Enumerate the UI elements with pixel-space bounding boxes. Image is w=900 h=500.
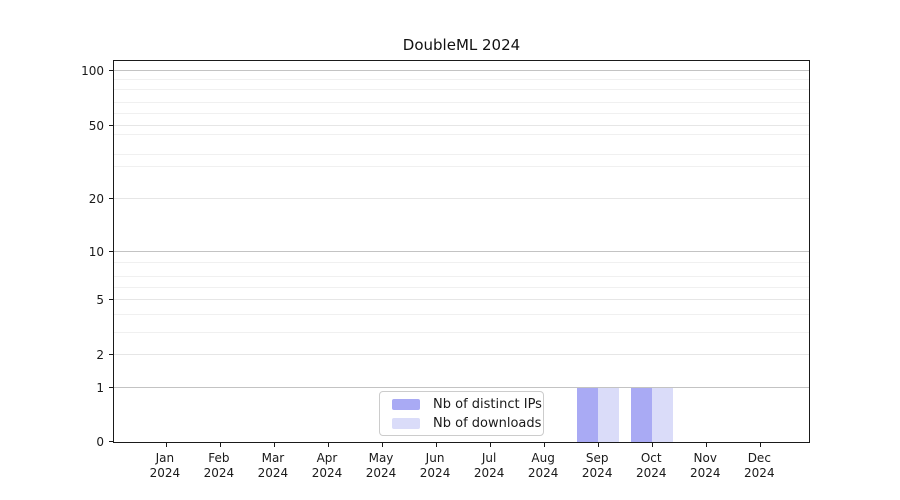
legend-label-distinct-ips: Nb of distinct IPs <box>433 396 542 412</box>
x-tick-feb <box>219 443 221 447</box>
x-tick-label-oct: Oct 2024 <box>636 451 667 481</box>
gridline-minor <box>114 154 809 156</box>
x-tick-label-jan: Jan 2024 <box>150 451 181 481</box>
bar-downloads-sep <box>598 388 620 442</box>
x-tick-dec <box>760 443 762 447</box>
y-tick-label: 100 <box>81 63 104 78</box>
legend-swatch-distinct-ips-icon <box>392 398 420 410</box>
x-tick-label-nov: Nov 2024 <box>690 451 721 481</box>
y-tick-label: 2 <box>96 348 104 363</box>
x-label-month: Dec <box>747 451 771 465</box>
gridline-minor <box>114 166 809 168</box>
x-label-month: Feb <box>208 451 230 465</box>
gridline-minor <box>114 89 809 91</box>
y-tick-label: 10 <box>88 244 104 259</box>
y-tick-10 <box>109 250 113 252</box>
x-label-month: Nov <box>693 451 717 465</box>
gridline-minor <box>114 112 809 114</box>
x-label-month: Apr <box>316 451 338 465</box>
x-tick-aug <box>544 443 546 447</box>
x-label-year: 2024 <box>635 466 667 480</box>
x-label-month: Jul <box>481 451 497 465</box>
y-tick-label: 20 <box>88 191 104 206</box>
legend: Nb of distinct IPs Nb of downloads <box>379 391 544 436</box>
legend-row-downloads: Nb of downloads <box>392 416 541 431</box>
x-tick-sep <box>598 443 600 447</box>
gridline-y-2 <box>114 354 809 356</box>
gridline-minor <box>114 331 809 333</box>
gridline-y-1 <box>114 387 809 389</box>
x-label-year: 2024 <box>744 466 775 480</box>
x-label-month: Oct <box>640 451 662 465</box>
x-tick-label-apr: Apr 2024 <box>312 451 343 481</box>
x-tick-oct <box>652 443 654 447</box>
gridline-minor <box>114 79 809 81</box>
x-tick-label-sep: Sep 2024 <box>582 451 613 481</box>
y-axis-labels: 0 1 2 5 10 20 50 100 <box>0 60 104 448</box>
gridline-minor <box>114 101 809 103</box>
x-label-year: 2024 <box>419 466 451 480</box>
x-label-month: Aug <box>531 451 555 465</box>
x-label-year: 2024 <box>527 466 559 480</box>
x-label-year: 2024 <box>581 466 613 480</box>
x-tick-label-aug: Aug 2024 <box>528 451 559 481</box>
x-label-year: 2024 <box>311 466 343 480</box>
legend-label-downloads: Nb of downloads <box>433 415 542 431</box>
gridline-y-50 <box>114 124 809 126</box>
x-label-month: Sep <box>585 451 609 465</box>
legend-swatch-downloads-icon <box>392 417 420 429</box>
gridline-y-100 <box>114 69 809 71</box>
x-tick-nov <box>706 443 708 447</box>
x-label-month: Jun <box>425 451 445 465</box>
legend-row-distinct-ips: Nb of distinct IPs <box>392 397 542 412</box>
y-tick-50 <box>109 124 113 126</box>
y-tick-label: 0 <box>96 435 104 449</box>
x-label-year: 2024 <box>203 466 235 480</box>
y-tick-label: 5 <box>96 292 104 307</box>
x-tick-mar <box>273 443 275 447</box>
gridline-y-10 <box>114 250 809 252</box>
x-tick-jan <box>165 443 167 447</box>
y-tick-20 <box>109 197 113 199</box>
plot-area: Nb of distinct IPs Nb of downloads <box>109 60 810 447</box>
x-tick-apr <box>327 443 329 447</box>
y-tick-100 <box>109 69 113 71</box>
x-tick-label-mar: Mar 2024 <box>258 451 289 481</box>
x-tick-label-may: May 2024 <box>366 451 397 481</box>
x-label-year: 2024 <box>257 466 289 480</box>
x-label-year: 2024 <box>149 466 181 480</box>
gridline-y-20 <box>114 197 809 199</box>
bar-distinct-ips-oct <box>631 388 653 442</box>
x-axis-labels: Jan 2024 Feb 2024 Mar 2024 Apr 2024 May 2024 Jun 20… <box>113 451 810 491</box>
x-tick-jun <box>436 443 438 447</box>
bar-distinct-ips-sep <box>577 388 599 442</box>
x-label-year: 2024 <box>473 466 505 480</box>
x-tick-jul <box>490 443 492 447</box>
x-tick-label-dec: Dec 2024 <box>744 451 775 481</box>
x-tick-label-feb: Feb 2024 <box>204 451 235 481</box>
x-label-year: 2024 <box>365 466 397 480</box>
y-tick-label: 50 <box>88 118 104 133</box>
gridline-y-5 <box>114 298 809 300</box>
gridline-minor <box>114 313 809 315</box>
x-label-month: Mar <box>261 451 285 465</box>
gridline-minor <box>114 287 809 289</box>
chart-title: DoubleML 2024 <box>402 36 521 54</box>
y-tick-1 <box>109 387 113 389</box>
y-tick-2 <box>109 354 113 356</box>
x-label-year: 2024 <box>689 466 721 480</box>
y-tick-label: 1 <box>96 381 104 396</box>
x-tick-may <box>382 443 384 447</box>
gridline-minor <box>114 134 809 136</box>
x-tick-label-jun: Jun 2024 <box>420 451 451 481</box>
y-tick-5 <box>109 298 113 300</box>
x-label-month: Jan <box>155 451 175 465</box>
y-tick-0 <box>109 441 113 442</box>
bar-downloads-oct <box>652 388 674 442</box>
gridline-minor <box>114 276 809 278</box>
gridline-minor <box>114 261 809 263</box>
x-tick-label-jul: Jul 2024 <box>474 451 505 481</box>
x-label-month: May <box>368 451 394 465</box>
